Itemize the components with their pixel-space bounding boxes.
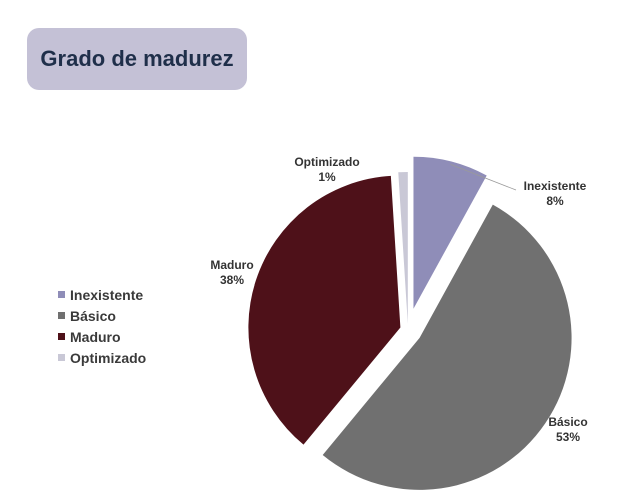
legend-item-inexistente: Inexistente — [58, 284, 146, 305]
legend-swatch-inexistente — [58, 291, 65, 298]
slice-label-inexistente-value: 8% — [546, 194, 564, 208]
slice-label-basico-value: 53% — [556, 430, 580, 444]
legend-item-basico: Básico — [58, 305, 146, 326]
page-title-box: Grado de madurez — [27, 28, 247, 90]
legend-swatch-maduro — [58, 333, 65, 340]
slice-label-maduro-value: 38% — [220, 273, 244, 287]
legend-label-optimizado: Optimizado — [70, 349, 147, 366]
legend-label-basico: Básico — [70, 307, 116, 324]
legend-item-maduro: Maduro — [58, 326, 146, 347]
slice-label-optimizado-value: 1% — [318, 170, 336, 184]
slice-label-basico-name: Básico — [548, 415, 587, 429]
legend-label-maduro: Maduro — [70, 328, 121, 345]
legend-item-optimizado: Optimizado — [58, 347, 146, 368]
legend-swatch-basico — [58, 312, 65, 319]
legend-label-inexistente: Inexistente — [70, 286, 144, 303]
slice-label-maduro-name: Maduro — [210, 258, 253, 272]
page-title: Grado de madurez — [40, 46, 234, 71]
chart-legend: Inexistente Básico Maduro Optimizado — [58, 284, 146, 368]
pie-slice-inexistente — [413, 156, 487, 309]
pie-slice-basico — [322, 204, 572, 490]
leader-line-inexistente — [450, 164, 517, 191]
pie-slice-optimizado — [398, 172, 408, 325]
pie-slice-maduro — [248, 175, 401, 445]
slice-label-inexistente-name: Inexistente — [524, 179, 587, 193]
legend-swatch-optimizado — [58, 354, 65, 361]
slice-label-optimizado-name: Optimizado — [294, 155, 359, 169]
pie-slices — [248, 156, 572, 490]
